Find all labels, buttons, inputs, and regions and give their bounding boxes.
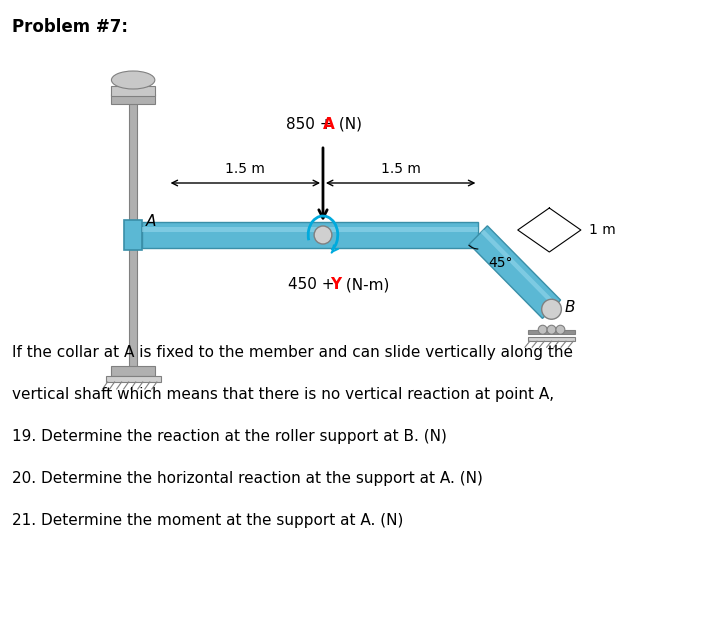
Bar xyxy=(528,330,576,335)
Text: 21. Determine the moment at the support at A. (N): 21. Determine the moment at the support … xyxy=(12,513,403,528)
Polygon shape xyxy=(142,227,479,232)
Text: A: A xyxy=(322,117,334,132)
Text: 1.5 m: 1.5 m xyxy=(381,162,421,176)
Circle shape xyxy=(314,226,332,244)
Text: 19. Determine the reaction at the roller support at B. (N): 19. Determine the reaction at the roller… xyxy=(12,429,447,444)
Text: 45°: 45° xyxy=(488,256,513,270)
Circle shape xyxy=(542,299,561,319)
Bar xyxy=(106,376,161,382)
Text: Y: Y xyxy=(330,277,341,292)
Text: vertical shaft which means that there is no vertical reaction at point A,: vertical shaft which means that there is… xyxy=(12,387,554,402)
Bar xyxy=(124,220,142,250)
Polygon shape xyxy=(469,226,560,318)
Text: Problem #7:: Problem #7: xyxy=(12,18,128,36)
Text: A: A xyxy=(146,214,156,229)
Text: 20. Determine the horizontal reaction at the support at A. (N): 20. Determine the horizontal reaction at… xyxy=(12,471,483,486)
Bar xyxy=(111,86,155,96)
Text: 450 +: 450 + xyxy=(288,277,340,292)
Circle shape xyxy=(538,325,547,335)
Ellipse shape xyxy=(111,71,155,89)
Text: (N): (N) xyxy=(334,117,362,132)
Text: 1 m: 1 m xyxy=(589,223,615,237)
Polygon shape xyxy=(142,222,479,248)
Polygon shape xyxy=(481,229,557,307)
Circle shape xyxy=(556,325,565,335)
Bar xyxy=(111,94,155,104)
Bar xyxy=(111,366,155,376)
Text: 850 +: 850 + xyxy=(286,117,337,132)
Text: (N-m): (N-m) xyxy=(341,277,390,292)
Circle shape xyxy=(547,325,556,335)
Text: B: B xyxy=(565,300,575,315)
Text: If the collar at A is fixed to the member and can slide vertically along the: If the collar at A is fixed to the membe… xyxy=(12,345,573,360)
Bar xyxy=(129,100,137,370)
Bar xyxy=(528,337,576,341)
Text: 1.5 m: 1.5 m xyxy=(226,162,265,176)
